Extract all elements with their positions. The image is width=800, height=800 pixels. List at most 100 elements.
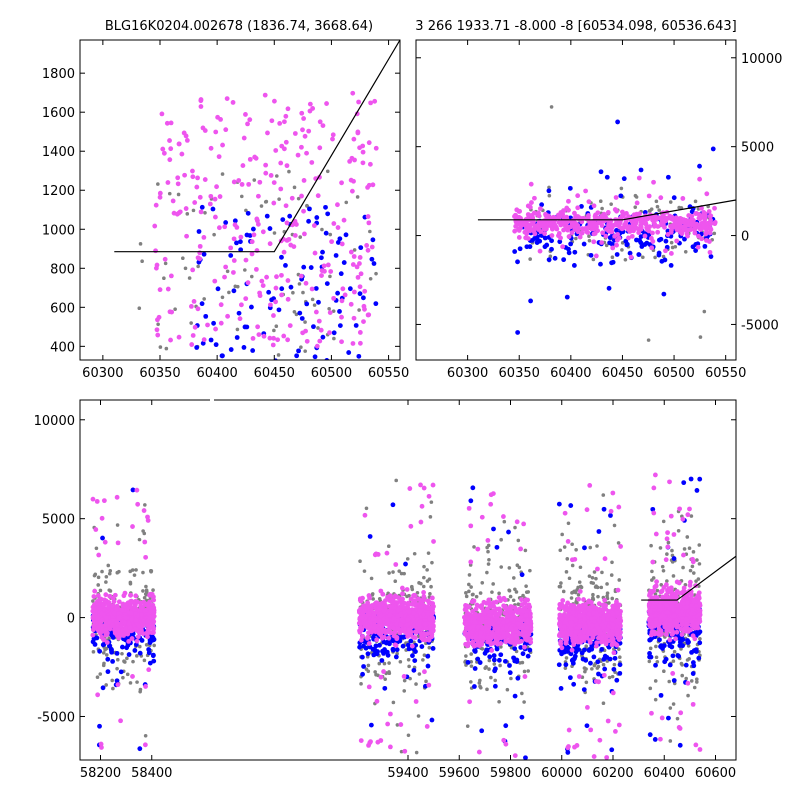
blue-point — [639, 244, 645, 249]
blue-point — [279, 286, 285, 292]
pink-point — [208, 145, 214, 151]
grey-point — [96, 575, 101, 580]
pink-point — [402, 748, 408, 754]
pink-point — [145, 634, 150, 640]
blue-point — [561, 257, 567, 263]
pink-point — [642, 220, 648, 226]
grey-point — [646, 338, 651, 342]
pink-point — [91, 594, 97, 599]
grey-point — [264, 199, 269, 204]
pink-point — [366, 611, 371, 617]
grey-point — [299, 345, 303, 349]
blue-point — [491, 526, 496, 532]
blue-point — [607, 240, 613, 246]
pink-point — [467, 699, 473, 705]
blue-point — [383, 640, 389, 646]
pink-point — [503, 639, 509, 645]
grey-point — [320, 227, 324, 232]
y-tick-label: 600 — [50, 301, 75, 316]
grey-point — [633, 193, 638, 198]
pink-point — [339, 298, 345, 304]
grey-point — [661, 254, 666, 259]
pink-point — [358, 271, 364, 277]
pink-point — [674, 238, 680, 244]
pink-point — [243, 112, 248, 117]
pink-point — [566, 234, 572, 239]
grey-point — [93, 572, 98, 577]
grey-point — [391, 700, 396, 705]
pink-point — [513, 633, 519, 639]
pink-point — [168, 337, 173, 343]
grey-point — [467, 582, 471, 587]
pink-point — [136, 629, 142, 635]
blue-point — [228, 253, 234, 258]
blue-point — [702, 243, 708, 249]
blue-point — [487, 654, 493, 660]
pink-point — [504, 631, 510, 637]
pink-point — [122, 603, 128, 609]
grey-point — [104, 574, 109, 579]
grey-point — [469, 664, 474, 668]
blue-point — [596, 529, 602, 534]
blue-point — [503, 723, 509, 729]
blue-point — [588, 660, 593, 666]
grey-point — [137, 644, 142, 649]
grey-point — [464, 591, 468, 595]
pink-point — [355, 274, 361, 280]
x-tick-label: 60400 — [550, 366, 591, 381]
pink-point — [390, 625, 396, 631]
grey-point — [152, 643, 156, 648]
grey-point — [374, 672, 378, 677]
grey-point — [274, 324, 279, 329]
pink-point — [312, 250, 318, 256]
pink-point — [424, 724, 430, 729]
pink-point — [142, 742, 148, 748]
grey-point — [158, 345, 163, 349]
grey-point — [104, 580, 108, 584]
pink-point — [634, 200, 640, 206]
pink-point — [275, 337, 281, 343]
pink-point — [411, 617, 416, 623]
blue-point — [150, 653, 156, 659]
pink-point — [591, 239, 597, 245]
grey-point — [712, 231, 717, 236]
pink-point — [650, 230, 655, 236]
pink-point — [213, 129, 219, 135]
grey-point — [617, 578, 622, 582]
blue-point — [708, 254, 714, 259]
grey-point — [474, 594, 479, 599]
grey-point — [272, 328, 276, 333]
blue-point — [312, 354, 318, 360]
grey-point — [427, 577, 432, 581]
pink-point — [430, 601, 436, 606]
x-tick-label: 60300 — [447, 366, 488, 381]
pink-point — [260, 283, 266, 288]
blue-point — [238, 239, 243, 245]
pink-point — [369, 629, 374, 635]
pink-point — [479, 625, 485, 631]
pink-point — [121, 632, 127, 637]
grey-point — [610, 596, 615, 601]
grey-point — [590, 575, 595, 580]
blue-point — [491, 657, 497, 663]
pink-point — [659, 217, 665, 223]
blue-point — [524, 244, 530, 250]
pink-point — [111, 610, 117, 616]
pink-point — [351, 254, 357, 259]
blue-point — [690, 244, 696, 250]
pink-point — [92, 588, 98, 594]
grey-point — [478, 685, 483, 690]
grey-point — [125, 672, 130, 677]
pink-point — [132, 626, 138, 632]
pink-point — [223, 127, 229, 133]
pink-point — [359, 634, 365, 639]
pink-point — [116, 635, 122, 641]
grey-point — [497, 591, 501, 596]
pink-point — [383, 598, 388, 604]
pink-point — [463, 603, 468, 608]
grey-point — [429, 584, 433, 589]
grey-point — [673, 244, 678, 249]
pink-point — [283, 139, 289, 145]
pink-point — [184, 138, 190, 143]
pink-point — [358, 637, 364, 643]
